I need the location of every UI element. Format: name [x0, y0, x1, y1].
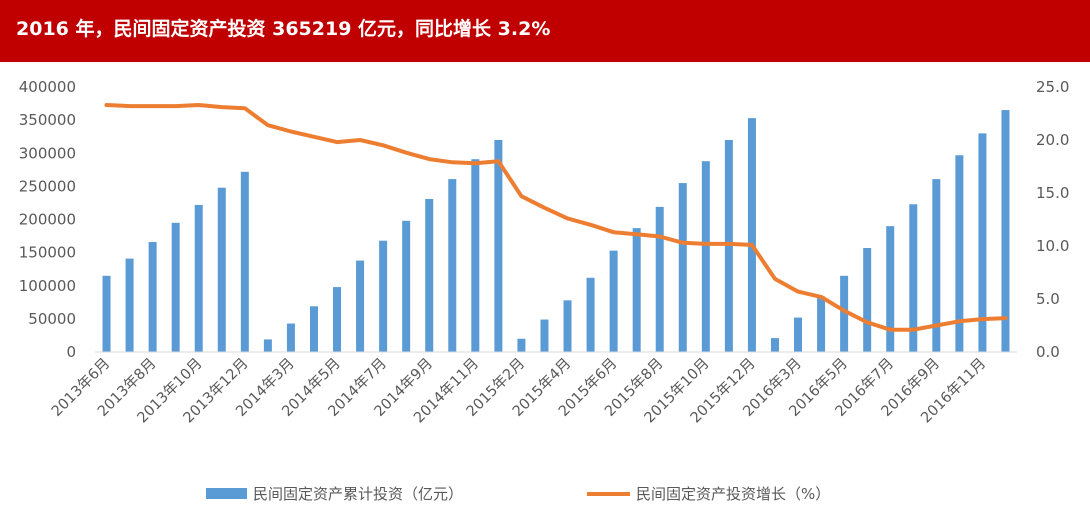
bar — [448, 179, 457, 352]
chart: 0 50000 100000 150000 200000 250000 300000 3500… — [19, 78, 1070, 503]
bar — [794, 317, 803, 352]
bar — [425, 198, 434, 352]
bar — [540, 319, 549, 352]
bar — [194, 204, 203, 352]
bar — [886, 226, 895, 352]
left-y-tick-label: 0 — [66, 343, 76, 361]
bar — [356, 260, 365, 352]
bar — [563, 300, 572, 352]
right-y-tick-label: 15.0 — [1036, 184, 1069, 202]
bar — [770, 338, 779, 352]
bar — [102, 275, 111, 352]
bar — [840, 275, 849, 352]
left-y-tick-label: 100000 — [19, 277, 76, 295]
bar — [402, 220, 411, 352]
growth-line — [104, 103, 1008, 332]
legend: 民间固定资产累计投资（亿元） 民间固定资产投资增长（%） — [206, 485, 830, 503]
left-y-tick-label: 350000 — [19, 111, 76, 129]
bar — [817, 296, 826, 352]
bar — [586, 277, 595, 352]
bar — [724, 140, 733, 352]
bar — [217, 187, 226, 352]
bar — [471, 159, 480, 352]
bar — [655, 206, 664, 352]
line-series — [104, 103, 1008, 332]
bar — [632, 228, 641, 352]
legend-line-label: 民间固定资产投资增长（%） — [636, 485, 830, 503]
bar — [609, 250, 618, 352]
bar — [701, 161, 710, 352]
chart-title: 2016 年，民间固定资产投资 365219 亿元，同比增长 3.2% — [16, 18, 551, 40]
bar — [171, 222, 180, 352]
bar — [379, 240, 388, 352]
left-y-tick-label: 250000 — [19, 177, 76, 195]
right-y-tick-label: 20.0 — [1036, 131, 1069, 149]
bar — [909, 204, 918, 352]
bar — [494, 140, 503, 352]
legend-bar-swatch — [206, 488, 247, 499]
bar — [978, 133, 987, 352]
left-y-tick-label: 400000 — [19, 78, 76, 96]
bar — [517, 338, 526, 352]
right-y-tick-label: 0.0 — [1036, 343, 1060, 361]
right-y-tick-label: 10.0 — [1036, 237, 1069, 255]
left-y-tick-label: 200000 — [19, 211, 76, 229]
bar — [678, 183, 687, 352]
bar — [309, 306, 318, 352]
bar — [863, 247, 872, 352]
legend-bar-label: 民间固定资产累计投资（亿元） — [253, 485, 463, 503]
bar — [932, 179, 941, 352]
bar — [240, 171, 249, 352]
left-y-tick-label: 150000 — [19, 244, 76, 262]
left-y-tick-label: 300000 — [19, 144, 76, 162]
left-y-axis: 0 50000 100000 150000 200000 250000 300000 3500… — [19, 78, 76, 361]
title-bar: 2016 年，民间固定资产投资 365219 亿元，同比增长 3.2% — [0, 0, 1090, 62]
right-y-tick-label: 5.0 — [1036, 290, 1060, 308]
right-y-axis: 0.0 5.0 10.0 15.0 20.0 25.0 — [1036, 78, 1069, 361]
bar — [955, 155, 964, 352]
bar — [333, 287, 342, 352]
x-axis-labels: 2013年6月2013年8月2013年10月2013年12月2014年3月201… — [48, 355, 989, 427]
left-y-tick-label: 50000 — [28, 310, 76, 328]
bar — [148, 242, 157, 352]
bar-series — [102, 110, 1010, 352]
bar — [1001, 110, 1010, 352]
bar — [286, 323, 295, 352]
bar — [125, 258, 134, 352]
right-y-tick-label: 25.0 — [1036, 78, 1069, 96]
bar — [747, 118, 756, 352]
bar — [263, 339, 272, 352]
